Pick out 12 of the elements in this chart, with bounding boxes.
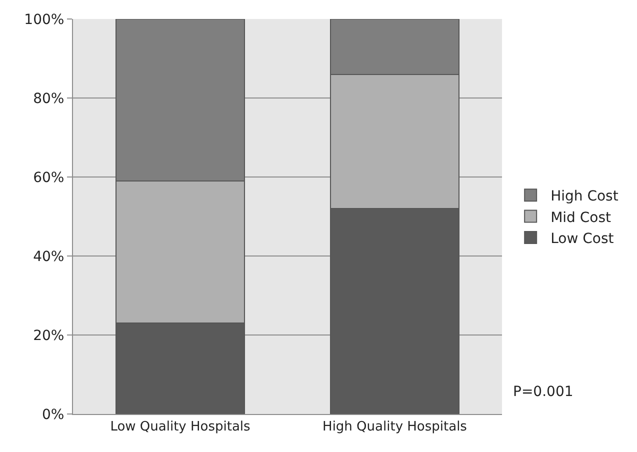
y-tick-label: 0%	[42, 406, 64, 423]
text: P=0.001	[513, 384, 574, 400]
legend-label: High Cost	[550, 188, 619, 205]
x-tick-label: High Quality Hospitals	[322, 420, 468, 435]
x-tick-label: Low Quality Hospitals	[110, 420, 251, 435]
y-tick-label: 80%	[33, 90, 64, 107]
legend-label: Mid Cost	[550, 210, 612, 226]
y-tick-label: 60%	[33, 170, 64, 186]
legend-label: Low Cost	[550, 230, 614, 247]
y-tick-label: 100%	[24, 12, 64, 28]
y-tick-label: 20%	[33, 328, 64, 344]
y-tick-label: 40%	[33, 248, 64, 265]
